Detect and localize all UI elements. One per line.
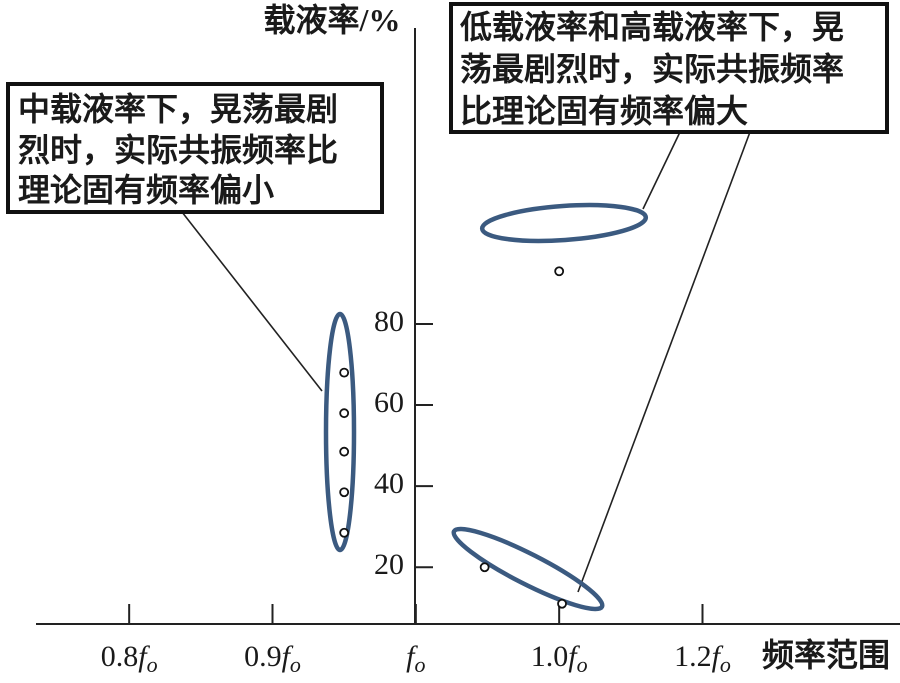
y-tick-label: 40 [374,467,404,500]
annotation-box-left [6,82,384,214]
x-tick-labels: 0.8fo 0.9fo fo 1.0fo 1.2fo [101,640,731,677]
annotation-box-right [449,2,889,134]
x-tick-label: fo [406,640,425,677]
cluster-ellipse-high [479,202,649,244]
data-point [339,408,350,419]
cluster-ellipse-middle [323,311,357,553]
data-points [339,266,567,609]
annotation-right-line: 比理论固有频率偏大 [460,93,748,129]
x-tick-label: 1.0fo [531,640,588,677]
data-point [479,562,490,573]
annotation-left-line: 理论固有频率偏小 [18,172,274,208]
x-tick-label: 0.9fo [244,640,301,677]
annotation-right-line: 低载液率和高载液率下，晃 [460,9,844,45]
y-tick-label: 20 [374,548,404,581]
data-point [339,487,350,498]
data-point [554,266,565,277]
leader-line-left [181,211,323,392]
leader-line-right-bottom [577,131,751,593]
y-tick-labels: 20 40 60 80 [374,305,404,581]
data-point [557,598,567,609]
x-tick-label: 1.2fo [674,640,731,677]
y-axis-title: 载液率/% [264,2,401,38]
data-point [339,367,350,378]
data-point [339,527,350,538]
leader-line-right-top [642,131,681,210]
annotation-right-line: 荡最剧烈时，实际共振频率 [460,51,844,87]
data-point [339,446,350,457]
x-axis-title: 频率范围 [762,637,890,673]
annotation-left-line: 中载液率下，晃荡最剧 [18,91,338,127]
y-tick-label: 80 [374,305,404,338]
cluster-ellipse-low [451,526,605,612]
annotation-left-line: 烈时，实际共振频率比 [18,132,338,168]
x-tick-marks [128,604,704,624]
y-tick-marks [415,322,433,569]
y-tick-label: 60 [374,386,404,419]
x-tick-label: 0.8fo [101,640,158,677]
